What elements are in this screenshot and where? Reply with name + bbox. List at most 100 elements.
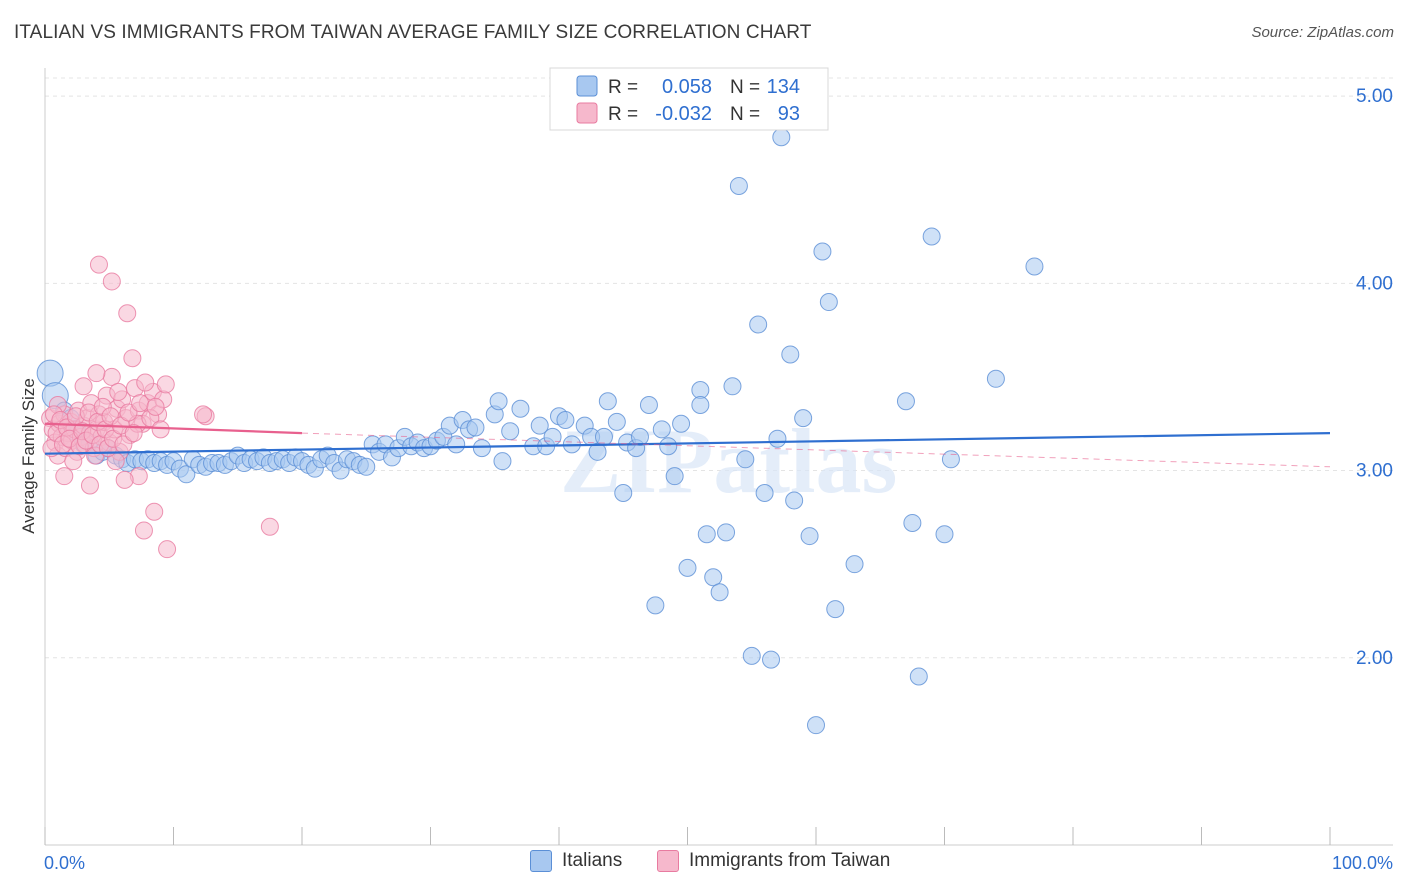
point-italians bbox=[607, 412, 626, 431]
point-italians bbox=[447, 435, 466, 454]
trend-lines bbox=[44, 422, 1331, 468]
x-tick-label-min: 0.0% bbox=[44, 853, 85, 873]
point-italians bbox=[813, 242, 832, 261]
point-italians bbox=[922, 227, 941, 246]
point-taiwan bbox=[146, 397, 165, 416]
point-italians bbox=[177, 465, 196, 484]
point-italians bbox=[652, 420, 671, 439]
legend-item-italians: Italians bbox=[530, 850, 622, 872]
point-taiwan bbox=[118, 304, 137, 323]
point-taiwan bbox=[74, 377, 93, 396]
legend-swatch-italians bbox=[576, 75, 598, 97]
point-italians bbox=[543, 427, 562, 446]
point-italians bbox=[772, 128, 791, 147]
point-italians bbox=[941, 450, 960, 469]
y-tick-label: 2.00 bbox=[1356, 648, 1393, 669]
point-taiwan bbox=[156, 375, 175, 394]
point-italians bbox=[794, 409, 813, 428]
point-italians bbox=[598, 392, 617, 411]
point-italians bbox=[357, 457, 376, 476]
point-italians bbox=[723, 377, 742, 396]
y-tick-label: 3.00 bbox=[1356, 461, 1393, 482]
point-italians bbox=[710, 583, 729, 602]
point-taiwan bbox=[87, 364, 106, 383]
point-taiwan bbox=[102, 272, 121, 291]
point-italians bbox=[896, 392, 915, 411]
legend-r-label-2: R = bbox=[608, 104, 638, 125]
point-italians bbox=[639, 396, 658, 415]
point-italians bbox=[556, 410, 575, 429]
x-tick-label-max: 100.0% bbox=[1332, 853, 1393, 873]
legend-n-label-2: N = bbox=[730, 104, 760, 125]
point-taiwan bbox=[136, 373, 155, 392]
point-italians bbox=[986, 369, 1005, 388]
point-italians bbox=[845, 555, 864, 574]
legend-n-value-1: 134 bbox=[767, 76, 800, 98]
y-tick-label: 4.00 bbox=[1356, 273, 1393, 294]
point-italians bbox=[704, 568, 723, 587]
point-italians bbox=[800, 527, 819, 546]
point-taiwan bbox=[158, 540, 177, 559]
point-taiwan bbox=[89, 255, 108, 274]
point-italians bbox=[729, 176, 748, 195]
point-italians bbox=[530, 416, 549, 435]
chart-title: ITALIAN VS IMMIGRANTS FROM TAIWAN AVERAG… bbox=[14, 22, 812, 43]
point-italians bbox=[472, 439, 491, 458]
point-italians bbox=[659, 437, 678, 456]
trend-line-taiwan bbox=[44, 422, 303, 435]
point-italians bbox=[697, 525, 716, 544]
point-italians bbox=[489, 392, 508, 411]
legend-n-label-1: N = bbox=[730, 77, 760, 98]
point-taiwan bbox=[64, 452, 83, 471]
y-tick-label: 5.00 bbox=[1356, 86, 1393, 107]
y-axis-label: Average Family Size bbox=[19, 378, 38, 534]
point-italians bbox=[903, 513, 922, 532]
point-italians bbox=[672, 414, 691, 433]
point-taiwan bbox=[55, 467, 74, 486]
legend-n-value-2: 93 bbox=[778, 103, 800, 125]
chart-source: Source: ZipAtlas.com bbox=[1251, 24, 1394, 41]
point-italians bbox=[588, 442, 607, 461]
trend-line-italians bbox=[44, 431, 1331, 455]
point-italians bbox=[717, 523, 736, 542]
point-taiwan bbox=[145, 502, 164, 521]
point-italians bbox=[678, 558, 697, 577]
point-italians bbox=[646, 596, 665, 615]
point-taiwan bbox=[134, 521, 153, 540]
point-italians bbox=[511, 399, 530, 418]
point-taiwan bbox=[194, 405, 213, 424]
point-taiwan bbox=[115, 470, 134, 489]
legend-swatch-taiwan bbox=[576, 102, 598, 124]
legend-item-taiwan: Immigrants from Taiwan bbox=[657, 850, 890, 872]
point-italians bbox=[466, 418, 485, 437]
point-italians bbox=[935, 525, 954, 544]
legend-label-italians: Italians bbox=[562, 850, 623, 871]
point-italians bbox=[768, 429, 787, 448]
legend-r-value-1: 0.058 bbox=[662, 76, 712, 98]
point-italians bbox=[755, 484, 774, 503]
point-italians bbox=[36, 359, 64, 387]
point-italians bbox=[826, 600, 845, 619]
point-italians bbox=[665, 467, 684, 486]
point-italians bbox=[493, 452, 512, 471]
legend-r-label-1: R = bbox=[608, 77, 638, 98]
point-italians bbox=[749, 315, 768, 334]
point-italians bbox=[909, 667, 928, 686]
legend-swatch-italians-bottom bbox=[530, 850, 552, 872]
point-taiwan bbox=[131, 394, 150, 413]
top-legend: R = 0.058 N = 134 R = -0.032 N = 93 bbox=[549, 67, 829, 131]
axes bbox=[44, 68, 1393, 846]
point-taiwan bbox=[123, 349, 142, 368]
point-italians bbox=[501, 422, 520, 441]
point-italians bbox=[1025, 257, 1044, 276]
point-italians bbox=[742, 646, 761, 665]
legend-swatch-taiwan-bottom bbox=[657, 850, 679, 872]
point-italians bbox=[785, 491, 804, 510]
legend-r-value-2: -0.032 bbox=[655, 103, 712, 125]
point-italians bbox=[736, 450, 755, 469]
bottom-legend: Italians Immigrants from Taiwan bbox=[0, 850, 1406, 880]
point-taiwan bbox=[109, 382, 128, 401]
legend-label-taiwan: Immigrants from Taiwan bbox=[689, 850, 891, 871]
point-italians bbox=[819, 293, 838, 312]
